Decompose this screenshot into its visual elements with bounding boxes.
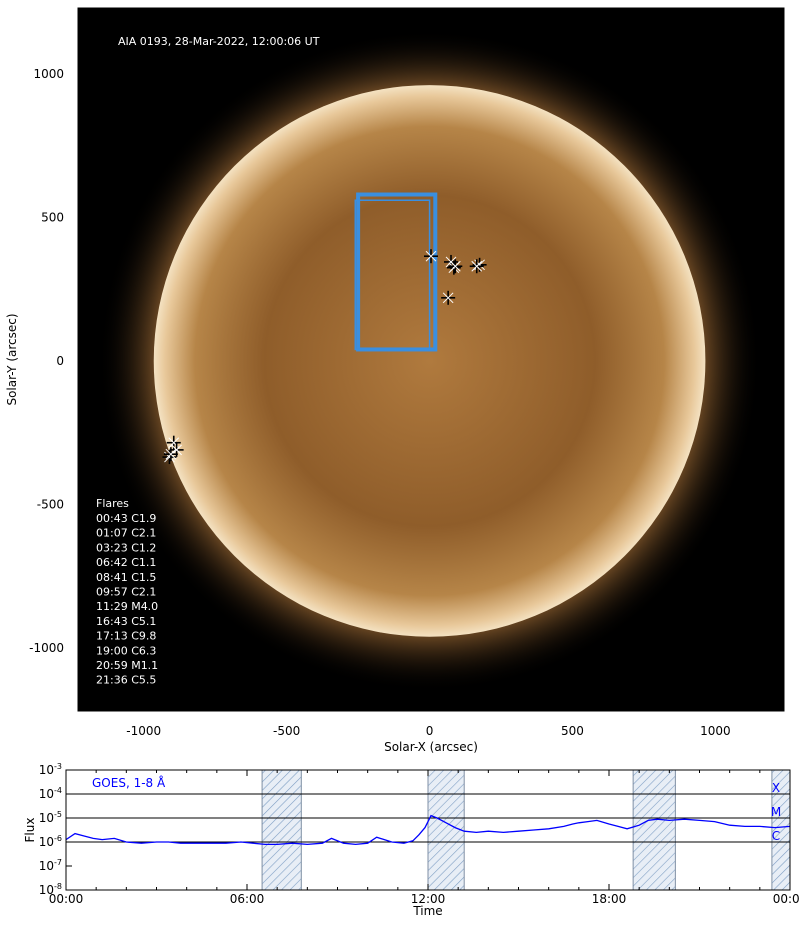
flare-entry: 19:00 C6.3: [96, 644, 156, 657]
goes-x-tick-label: 12:00: [411, 892, 446, 906]
flare-marker: [424, 249, 438, 264]
goes-x-ticks: 00:00 06:00 12:00 18:00 00:00: [49, 770, 799, 906]
aia-image-panel: AIA 0193, 28-Mar-2022, 12:00:06 UT Flare…: [5, 7, 785, 754]
goes-class-label: C: [772, 829, 780, 843]
image-x-ticks: -1000 -500 0 500 1000: [86, 8, 774, 738]
goes-shaded-interval: [427, 769, 465, 891]
flare-marker: [441, 290, 456, 305]
y-tick-label: -500: [37, 497, 64, 511]
flares-heading: Flares: [96, 497, 129, 510]
goes-y-axis-label: Flux: [23, 818, 37, 843]
goes-y-tick-label: 10-5: [39, 810, 62, 825]
y-tick-label: 1000: [33, 67, 64, 81]
flare-marker-d2: [165, 448, 177, 460]
goes-y-ticks: 10-8 10-7 10-6 10-5 10-4 10-3: [39, 762, 72, 897]
solar-disk: [153, 85, 706, 637]
image-frame: [77, 7, 785, 712]
x-tick-label: 0: [426, 724, 434, 738]
region-box-2: [354, 199, 431, 351]
goes-y-tick-label: 10-4: [39, 786, 62, 801]
flare-marker-d2: [471, 260, 483, 272]
goes-x-axis-label: Time: [412, 904, 442, 918]
flare-list: Flares 00:43 C1.9 01:07 C2.103:23 C1.2 06:4…: [96, 497, 158, 687]
goes-y-tick-label: 10-6: [39, 834, 62, 849]
goes-class-labels: XMC: [771, 781, 781, 843]
goes-shaded-interval: [261, 769, 302, 891]
flare-entry: 11:29 M4.0: [96, 600, 158, 613]
region-boxes: [354, 192, 438, 352]
goes-x-tick-label: 00:00: [49, 892, 84, 906]
flare-markers: [162, 249, 487, 465]
flare-marker: [163, 447, 178, 462]
flare-entry: 09:57 C2.1: [96, 586, 156, 599]
flare-entry: 01:07 C2.1: [96, 527, 156, 540]
goes-flux-line: [66, 814, 790, 846]
image-x-axis-label: Solar-X (arcsec): [384, 740, 478, 754]
flare-entry: 20:59 M1.1: [96, 659, 158, 672]
flare-marker-d2: [442, 292, 454, 304]
flare-entry: 00:43 C1.9: [96, 512, 156, 525]
x-tick-label: -1000: [126, 724, 161, 738]
goes-shaded-interval: [632, 769, 676, 891]
x-tick-label: -500: [273, 724, 300, 738]
flare-marker-d2: [425, 250, 437, 262]
flare-entry: 03:23 C1.2: [96, 541, 156, 554]
image-title: AIA 0193, 28-Mar-2022, 12:00:06 UT: [118, 35, 320, 48]
flare-marker: [469, 259, 484, 274]
flare-entry: 06:42 C1.1: [96, 556, 156, 569]
y-tick-label: 500: [41, 210, 64, 224]
y-tick-label: 0: [56, 354, 64, 368]
goes-y-tick-label: 10-3: [39, 762, 62, 777]
flare-entry: 08:41 C1.5: [96, 571, 156, 584]
flare-entry: 17:13 C9.8: [96, 630, 156, 643]
goes-y-tick-label: 10-8: [39, 882, 62, 897]
goes-x-tick-label: 06:00: [230, 892, 265, 906]
flare-entry: 21:36 C5.5: [96, 674, 156, 687]
x-tick-label: 500: [561, 724, 584, 738]
flare-entry: 16:43 C5.1: [96, 615, 156, 628]
goes-class-lines: [66, 793, 790, 843]
y-tick-label: -1000: [29, 641, 64, 655]
goes-x-tick-label: 18:00: [592, 892, 627, 906]
flare-marker-d2: [449, 260, 461, 272]
goes-panel: GOES, 1-8 Å XMC 00:00 06:00 12:00 18:00 00:0…: [23, 762, 799, 918]
image-y-axis-label: Solar-Y (arcsec): [5, 313, 19, 405]
flare-marker: [448, 259, 463, 274]
goes-x-tick-label: 00:00: [773, 892, 799, 906]
goes-legend: GOES, 1-8 Å: [92, 775, 166, 790]
image-y-ticks: -1000 -500 0 500 1000: [29, 16, 784, 706]
goes-class-label: X: [772, 781, 780, 795]
goes-class-label: M: [771, 805, 781, 819]
x-tick-label: 1000: [700, 724, 731, 738]
goes-y-tick-label: 10-7: [39, 858, 62, 873]
flare-marker-d2: [168, 437, 180, 449]
goes-shaded-intervals: [261, 769, 791, 891]
